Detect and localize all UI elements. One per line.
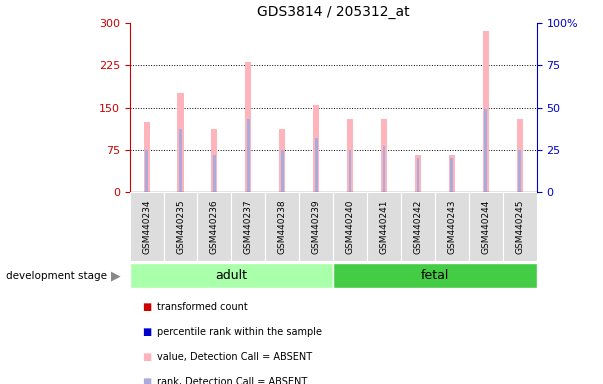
FancyBboxPatch shape	[469, 192, 503, 261]
Text: GSM440242: GSM440242	[414, 199, 423, 254]
FancyBboxPatch shape	[198, 192, 232, 261]
Bar	[281, 150, 283, 192]
Title: GDS3814 / 205312_at: GDS3814 / 205312_at	[257, 5, 409, 19]
Text: adult: adult	[215, 269, 247, 282]
Bar	[415, 156, 421, 192]
Bar	[450, 158, 453, 192]
Bar	[417, 158, 419, 192]
FancyBboxPatch shape	[130, 192, 163, 261]
FancyBboxPatch shape	[265, 192, 299, 261]
Text: GSM440236: GSM440236	[210, 199, 219, 254]
FancyBboxPatch shape	[163, 192, 198, 261]
FancyBboxPatch shape	[435, 192, 469, 261]
FancyBboxPatch shape	[130, 263, 333, 288]
Bar	[213, 155, 216, 192]
FancyBboxPatch shape	[503, 192, 537, 261]
Text: value, Detection Call = ABSENT: value, Detection Call = ABSENT	[157, 352, 312, 362]
Bar	[349, 150, 352, 192]
Text: GSM440234: GSM440234	[142, 199, 151, 254]
Text: GSM440237: GSM440237	[244, 199, 253, 254]
FancyBboxPatch shape	[401, 192, 435, 261]
Bar	[383, 146, 385, 192]
Bar	[145, 150, 148, 192]
Text: development stage: development stage	[6, 270, 107, 281]
Bar	[212, 129, 218, 192]
Bar	[315, 138, 318, 192]
Text: GSM440238: GSM440238	[278, 199, 287, 254]
Bar	[347, 119, 353, 192]
Text: ■: ■	[142, 377, 151, 384]
Text: percentile rank within the sample: percentile rank within the sample	[157, 327, 322, 337]
Bar	[245, 63, 251, 192]
Bar	[517, 119, 523, 192]
Bar	[484, 109, 487, 192]
Text: GSM440235: GSM440235	[176, 199, 185, 254]
FancyBboxPatch shape	[333, 192, 367, 261]
Bar	[144, 122, 150, 192]
Text: ■: ■	[142, 352, 151, 362]
FancyBboxPatch shape	[367, 192, 401, 261]
Bar	[381, 119, 387, 192]
Text: transformed count: transformed count	[157, 302, 247, 312]
Text: rank, Detection Call = ABSENT: rank, Detection Call = ABSENT	[157, 377, 307, 384]
Text: ▶: ▶	[111, 269, 121, 282]
Bar	[177, 93, 183, 192]
FancyBboxPatch shape	[299, 192, 333, 261]
Bar	[279, 129, 285, 192]
Bar	[313, 105, 319, 192]
FancyBboxPatch shape	[333, 263, 537, 288]
Bar	[519, 150, 521, 192]
Bar	[483, 31, 489, 192]
Text: ■: ■	[142, 327, 151, 337]
Text: ■: ■	[142, 302, 151, 312]
Bar	[449, 156, 455, 192]
Text: GSM440239: GSM440239	[312, 199, 321, 254]
Text: GSM440243: GSM440243	[447, 199, 456, 254]
Bar	[247, 119, 250, 192]
Bar	[179, 129, 182, 192]
Text: GSM440245: GSM440245	[515, 199, 524, 254]
FancyBboxPatch shape	[232, 192, 265, 261]
Text: GSM440244: GSM440244	[481, 199, 490, 254]
Text: GSM440241: GSM440241	[379, 199, 388, 254]
Text: fetal: fetal	[421, 269, 449, 282]
Text: GSM440240: GSM440240	[346, 199, 355, 254]
